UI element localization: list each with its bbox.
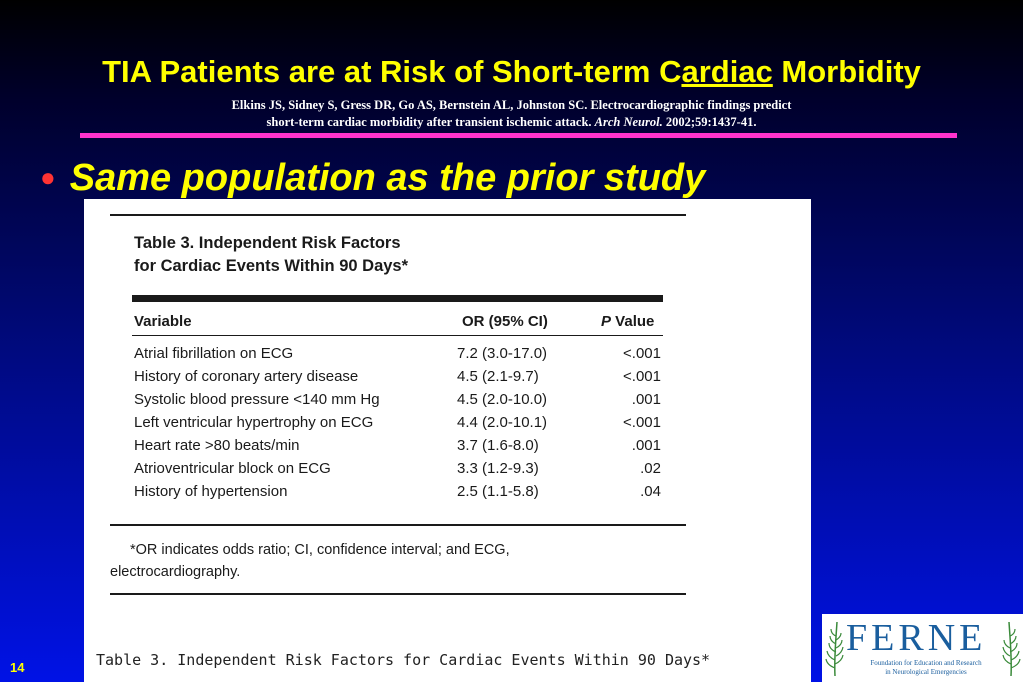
footnote-line-1: *OR indicates odds ratio; CI, confidence… [130,542,510,558]
cell-p: <.001 [623,414,661,431]
cell-or: 4.5 (2.1-9.7) [457,368,539,385]
fern-right-icon [1002,621,1021,677]
cell-p: .02 [640,460,661,477]
cell-or: 3.7 (1.6-8.0) [457,437,539,454]
citation-line-1: Elkins JS, Sidney S, Gress DR, Go AS, Be… [231,98,792,112]
cell-or: 2.5 (1.1-5.8) [457,483,539,500]
table-header-variable: Variable [134,313,192,330]
logo-wordmark: FERNE [846,616,986,660]
slide-title: TIA Patients are at Risk of Short-term C… [0,54,1023,90]
logo-letter: F [846,617,872,659]
citation-line-2-pre: short-term cardiac morbidity after trans… [266,115,595,129]
cell-variable: History of hypertension [134,483,288,500]
table-row: History of coronary artery disease 4.5 (… [84,365,811,388]
table-row: History of hypertension 2.5 (1.1-5.8) .0… [84,480,811,503]
cell-or: 4.5 (2.0-10.0) [457,391,548,408]
table-header-p: P Value [601,312,654,332]
cell-variable: Atrioventricular block on ECG [134,460,331,477]
table-row: Systolic blood pressure <140 mm Hg 4.5 (… [84,388,811,411]
title-part-1: TIA Patients are at Risk of Short-term C [102,54,682,89]
logo-letter: E [871,617,899,659]
cell-or: 4.4 (2.0-10.1) [457,414,548,431]
logo-subtitle-line-2: in Neurological Emergencies [885,668,967,676]
table-caption-repeat: Table 3. Independent Risk Factors for Ca… [96,651,711,669]
table-image: Table 3. Independent Risk Factors for Ca… [84,199,811,682]
cell-p: <.001 [623,368,661,385]
ferne-logo: FERNE Foundation for Education and Resea… [822,614,1023,682]
logo-subtitle-line-1: Foundation for Education and Research [870,659,982,667]
bullet-dot-icon: ● [40,162,56,192]
cell-variable: Atrial fibrillation on ECG [134,345,294,362]
title-underlined: ardiac [681,54,773,89]
table-thick-rule [132,295,663,302]
cell-or: 7.2 (3.0-17.0) [457,345,548,362]
citation-line-2-post: 2002;59:1437-41. [662,115,757,129]
table-caption: Table 3. Independent Risk Factors for Ca… [134,232,408,278]
cell-variable: Heart rate >80 beats/min [134,437,300,454]
bullet-item: ● Same population as the prior study [40,154,705,200]
cell-variable: Left ventricular hypertrophy on ECG [134,414,374,431]
citation: Elkins JS, Sidney S, Gress DR, Go AS, Be… [0,97,1023,131]
slide-number: 14 [10,660,25,675]
table-header-or: OR (95% CI) [462,313,548,330]
citation-line-2: short-term cardiac morbidity after trans… [0,114,1023,131]
bullet-text: Same population as the prior study [69,157,706,199]
table-end-rule [110,593,686,595]
cell-variable: History of coronary artery disease [134,368,359,385]
title-part-2: Morbidity [772,54,921,89]
table-row: Heart rate >80 beats/min 3.7 (1.6-8.0) .… [84,434,811,457]
cell-variable: Systolic blood pressure <140 mm Hg [134,391,380,408]
table-footnote: *OR indicates odds ratio; CI, confidence… [110,539,510,583]
title-divider [80,133,957,138]
table-caption-line-2: for Cardiac Events Within 90 Days* [134,257,409,275]
cell-p: .001 [631,437,661,454]
footnote-line-2: electrocardiography. [110,564,241,580]
cell-p: .04 [640,483,661,500]
cell-or: 3.3 (1.2-9.3) [457,460,539,477]
logo-letter: R [898,617,928,659]
table-caption-line-1: Table 3. Independent Risk Factors [134,234,401,252]
logo-letter: N [927,617,960,659]
table-top-rule [110,214,686,216]
logo-subtitle: Foundation for Education and Research in… [846,659,1006,677]
table-row: Atrioventricular block on ECG 3.3 (1.2-9… [84,457,811,480]
table-header-rule [132,335,663,336]
citation-journal: Arch Neurol. [594,115,663,129]
table-row: Atrial fibrillation on ECG 7.2 (3.0-17.0… [84,342,811,365]
fern-left-icon [825,621,844,677]
table-bottom-rule [110,524,686,526]
table-header-p-rest: Value [611,313,655,330]
cell-p: <.001 [623,345,661,362]
table-header-p-italic: P [601,313,612,330]
table-row: Left ventricular hypertrophy on ECG 4.4 … [84,411,811,434]
logo-letter: E [959,617,987,659]
cell-p: .001 [631,391,661,408]
